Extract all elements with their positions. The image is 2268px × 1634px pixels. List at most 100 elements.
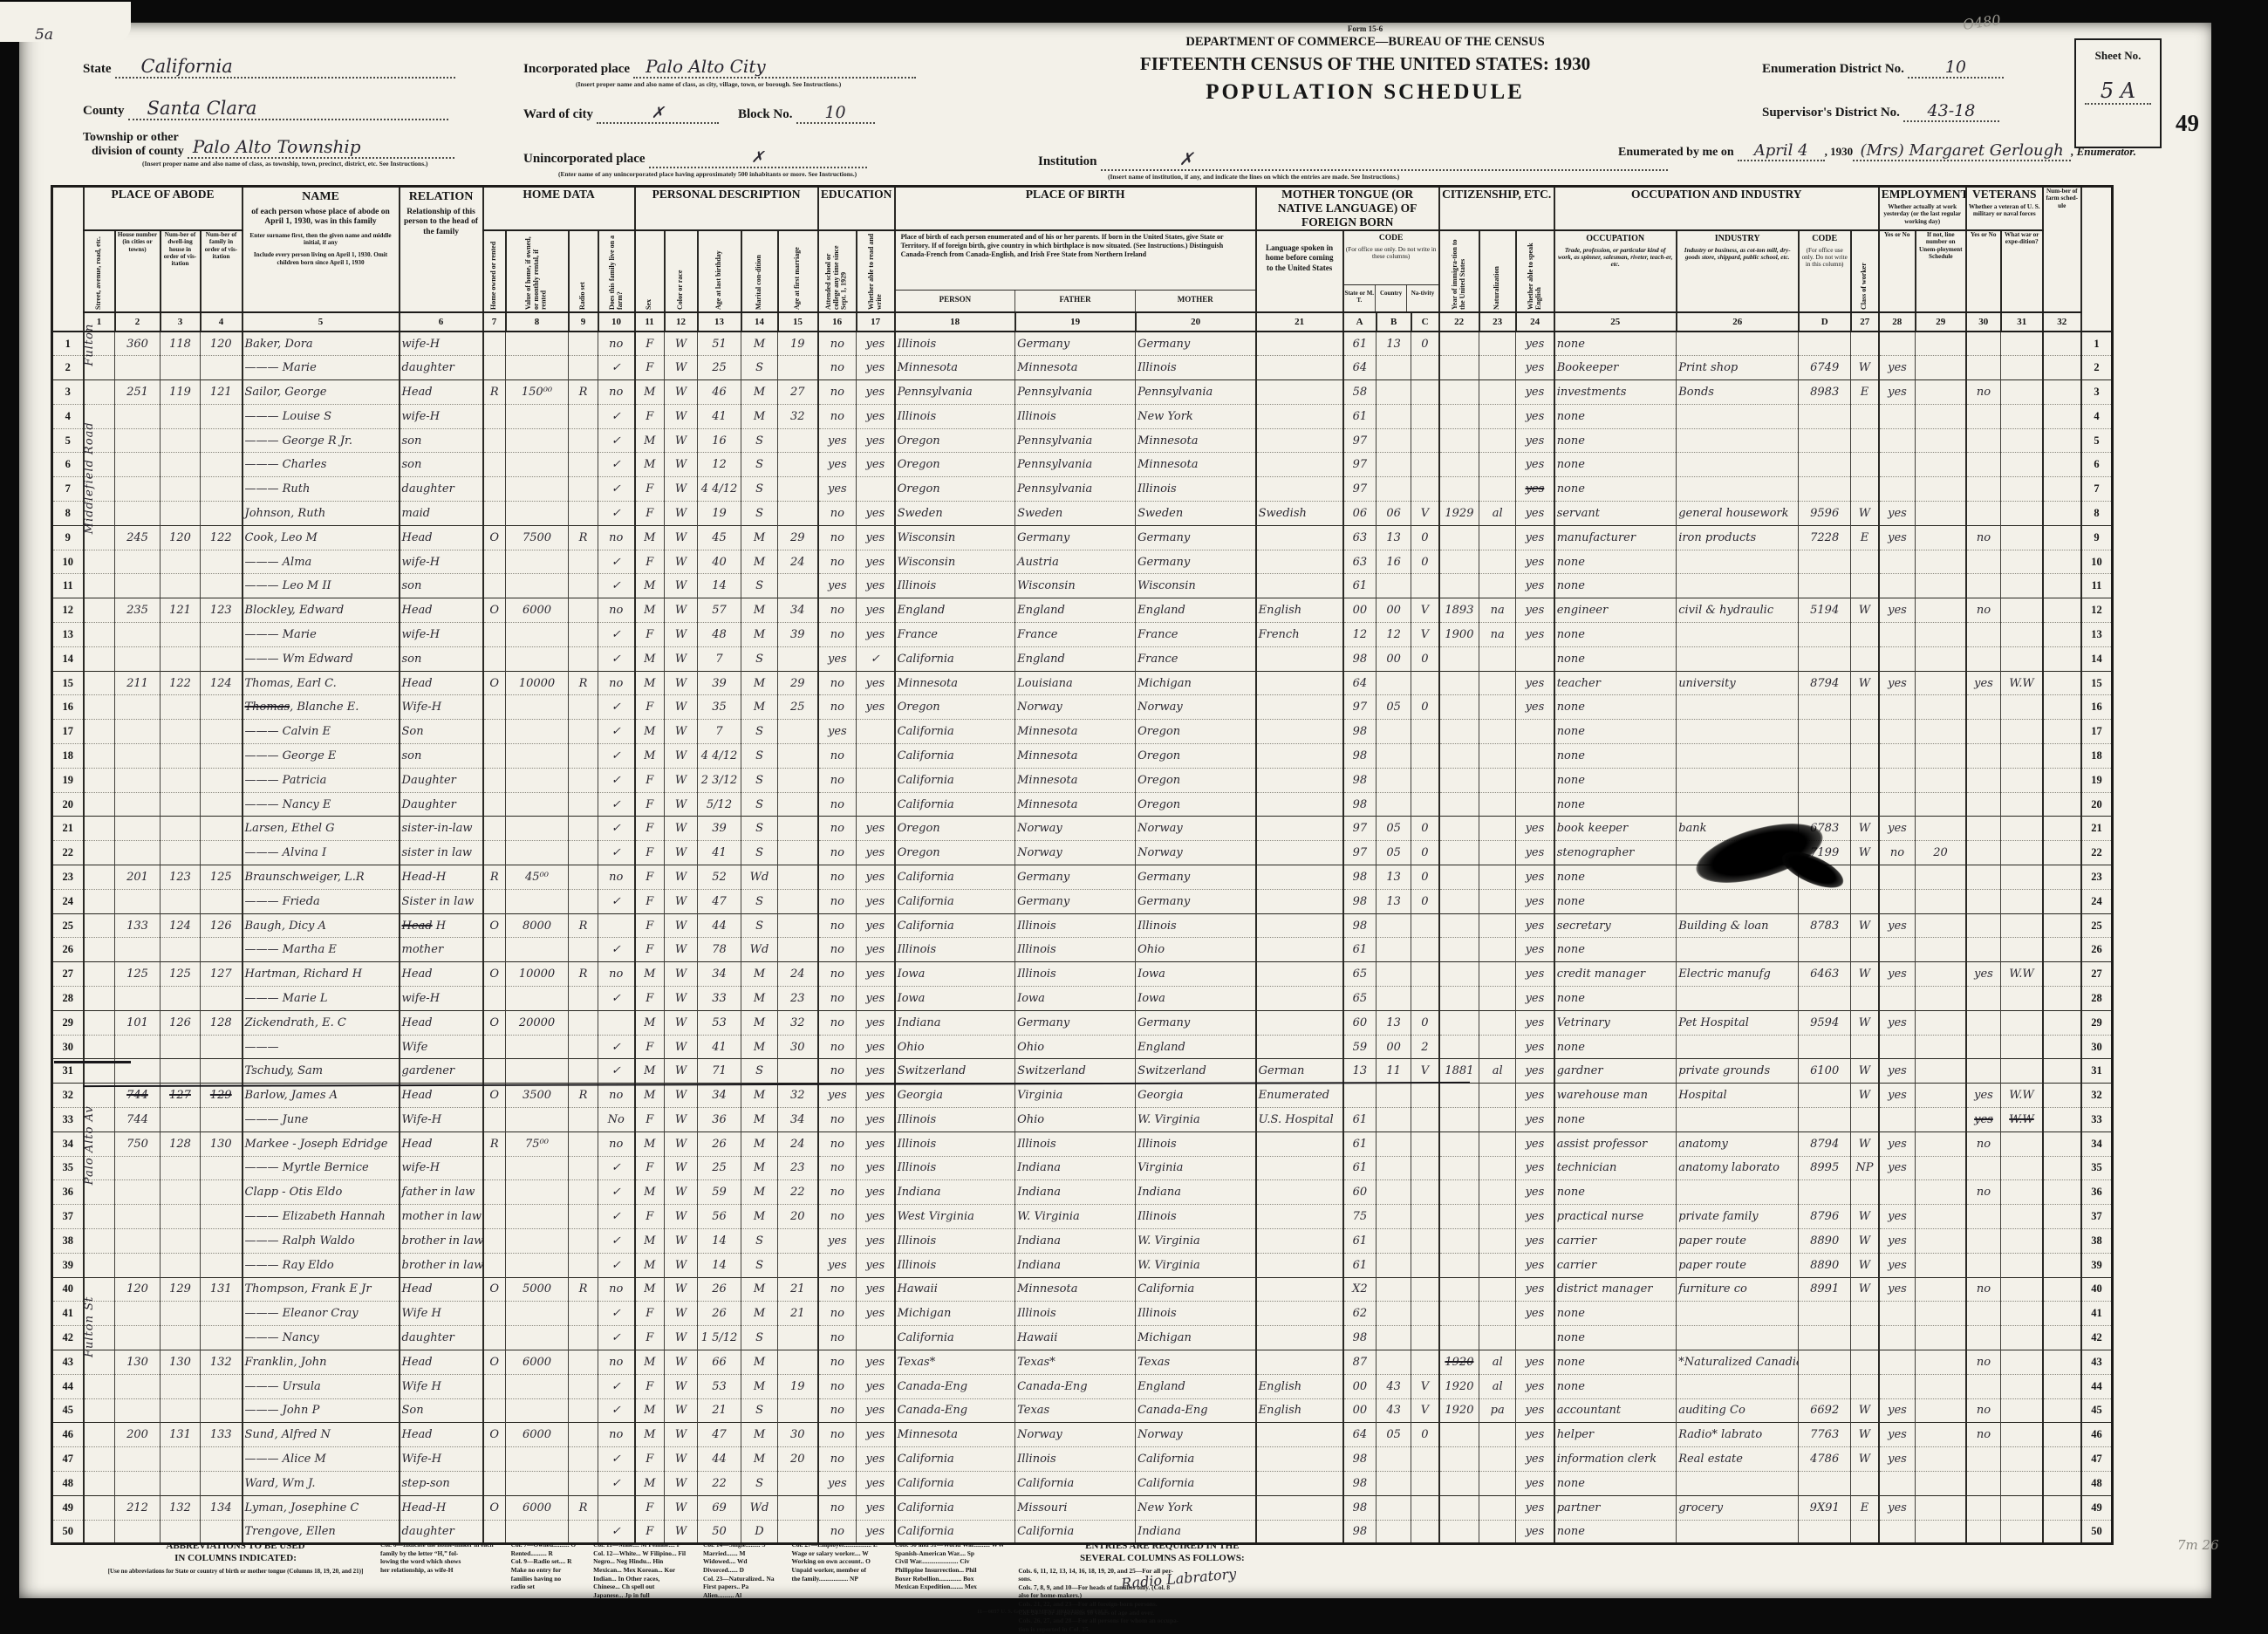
cell-name: ——— Ralph Waldo [241, 1228, 400, 1254]
cell-street [82, 719, 115, 745]
cell-nat: na [1479, 622, 1516, 647]
cell-mar: M [741, 379, 778, 405]
cell-sch: no [816, 1131, 857, 1157]
column-number-29: 29 [1914, 312, 1966, 332]
cell-farm: ✓ [598, 792, 635, 817]
cell-bpm: Oregon [1135, 743, 1256, 769]
cell-value [505, 501, 569, 526]
cell-lang [1254, 1253, 1343, 1278]
cell-farm [598, 913, 635, 939]
cell-rw: yes [856, 428, 895, 454]
cell-occ: none [1553, 646, 1677, 672]
township-value: Palo Alto Township [187, 136, 454, 159]
cell-empline [1915, 1253, 1966, 1278]
cell-nat [1479, 1520, 1516, 1545]
cell-age: 5/12 [697, 792, 741, 817]
cell-bpm: Illinois [1135, 913, 1256, 939]
cell-fam: 131 [199, 1276, 243, 1302]
cell-vet [1964, 1446, 2001, 1472]
cell-code [1798, 1301, 1851, 1327]
cell-cc [1411, 743, 1439, 769]
cell-nat [1479, 1179, 1516, 1206]
cell-age: 41 [697, 840, 741, 866]
cell-bp: California [893, 1494, 1015, 1521]
cell-occ: none [1553, 1374, 1677, 1399]
cell-cc [1411, 1276, 1439, 1302]
cell-cb [1376, 768, 1411, 793]
cell-age: 14 [697, 1228, 741, 1254]
cell-mar: M [741, 622, 778, 647]
cell-mar: Wd [741, 865, 778, 890]
cell-ind [1676, 573, 1799, 599]
cell-war [2000, 1494, 2043, 1521]
cell-rel: wife-H [398, 332, 483, 357]
cell-cc: V [1411, 598, 1439, 624]
line-number-cell: 40 [51, 1276, 84, 1302]
cell-bpf: Minnesota [1014, 355, 1136, 381]
cell-dwell [160, 452, 201, 478]
cell-occ: assist professor [1553, 1131, 1677, 1157]
page-stamp: 49 [2176, 110, 2199, 136]
ed-value: 10 [1907, 58, 2004, 79]
cell-lang [1254, 404, 1343, 429]
cell-farm [598, 1494, 635, 1521]
cell-bpm: Switzerland [1135, 1058, 1256, 1084]
cell-agemar [777, 865, 818, 890]
cell-mar: M [741, 961, 778, 988]
cell-dwell [160, 986, 201, 1011]
cell-imm [1438, 1422, 1479, 1448]
cell-dwell: 128 [160, 1131, 201, 1157]
cell-lang [1254, 1349, 1343, 1375]
cell-cls [1850, 1374, 1879, 1399]
unincorporated-value: ✗ [648, 148, 867, 168]
emp-subheader: Yes or No [1877, 230, 1916, 313]
cell-rel: Head [398, 670, 483, 696]
cell-house: 130 [114, 1349, 161, 1375]
cell-fs [2041, 840, 2081, 866]
cell-sex: F [633, 1325, 665, 1350]
cell-ca: 98 [1342, 743, 1377, 769]
cell-fam [199, 743, 243, 769]
cell-cb [1376, 1156, 1411, 1181]
cell-farm: no [598, 1131, 635, 1157]
cell-street [82, 501, 115, 526]
cell-fs [2041, 452, 2081, 478]
cell-mar: M [741, 670, 778, 696]
cell-nat [1479, 865, 1516, 890]
cell-bpf: Hawaii [1014, 1325, 1136, 1350]
cell-dwell [160, 1446, 201, 1472]
cell-fs [2041, 1156, 2081, 1181]
cell-rel: Son [398, 719, 483, 745]
cell-code: 8794 [1798, 1131, 1851, 1157]
cell-code [1798, 694, 1851, 721]
column-number-6: 6 [398, 312, 483, 332]
enumerated-by-label: Enumerated by me on [1618, 146, 1734, 159]
table-row: 41 ——— Eleanor Cray Wife H ✓ F W 26 M 21 no yes Mic… [51, 1301, 2113, 1327]
cell-dwell: 118 [160, 332, 201, 357]
cell-agemar: 23 [777, 1156, 818, 1181]
cell-occ: secretary [1553, 913, 1677, 939]
cell-bpf: Germany [1014, 524, 1136, 550]
cell-vet [1964, 1301, 2001, 1327]
cell-sex: F [633, 1301, 665, 1327]
cell-rel: wife-H [398, 550, 483, 575]
cell-ind [1676, 476, 1799, 503]
cell-bpf: Indiana [1014, 1179, 1136, 1206]
cell-cls: W [1850, 1131, 1879, 1157]
cell-emp: yes [1877, 1083, 1916, 1108]
cell-radio [568, 1107, 598, 1132]
cell-cc [1411, 961, 1439, 988]
cell-cls [1850, 694, 1879, 721]
cell-house [114, 889, 161, 914]
cell-rw: yes [856, 986, 895, 1011]
cell-empline [1915, 1374, 1966, 1399]
cell-ca: 12 [1342, 622, 1377, 647]
cell-vet [1964, 743, 2001, 769]
cell-radio [568, 332, 598, 357]
cell-name: Thomas, Blanche E. [241, 694, 400, 721]
cell-agemar [777, 743, 818, 769]
cell-ca: 00 [1342, 1398, 1377, 1424]
cell-eng [1515, 743, 1554, 769]
